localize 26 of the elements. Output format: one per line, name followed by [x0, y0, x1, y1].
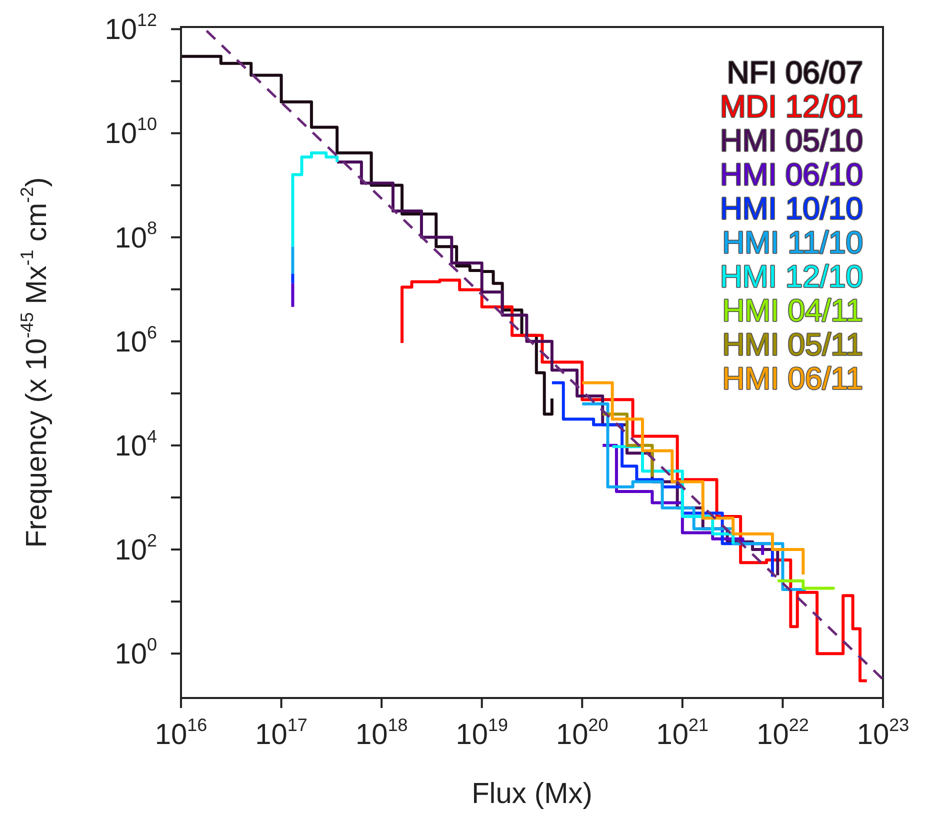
text: HMI 05/11 [722, 327, 863, 362]
text: HMI 11/10 [722, 225, 863, 260]
y-tick-label: 10$^{2}$ [114, 530, 157, 566]
y-tick-label: 10$^{12}$ [104, 10, 157, 46]
text: HMI 05/10 [720, 123, 863, 158]
text: HMI 06/10 [720, 157, 863, 192]
x-tick-label: 10$^{23}$ [856, 714, 910, 751]
y-tick-label: 10$^{4}$ [114, 426, 157, 462]
x-tick-label: 10$^{19}$ [456, 714, 508, 751]
x-axis-title: Flux (Mx) [472, 778, 592, 810]
text: HMI 04/11 [722, 293, 863, 328]
text: NFI 06/07 [726, 55, 863, 90]
y-tick-label: 10$^{10}$ [104, 114, 157, 150]
text: HMI 10/10 [720, 191, 863, 226]
text: HMI 12/10 [720, 259, 863, 294]
text: HMI 06/11 [722, 361, 863, 396]
y-tick-label: 10$^{8}$ [114, 218, 157, 254]
y-tick-label: 10$^{6}$ [114, 322, 157, 358]
x-tick-label: 10$^{18}$ [355, 714, 408, 751]
y-tick-label: 10$^{0}$ [114, 634, 157, 671]
x-tick-label: 10$^{22}$ [756, 714, 809, 751]
x-tick-label: 10$^{16}$ [154, 714, 208, 751]
text: MDI 12/01 [720, 89, 863, 124]
x-tick-label: 10$^{20}$ [556, 714, 608, 751]
x-tick-label: 10$^{21}$ [656, 714, 709, 751]
x-tick-label: 10$^{17}$ [255, 714, 308, 751]
